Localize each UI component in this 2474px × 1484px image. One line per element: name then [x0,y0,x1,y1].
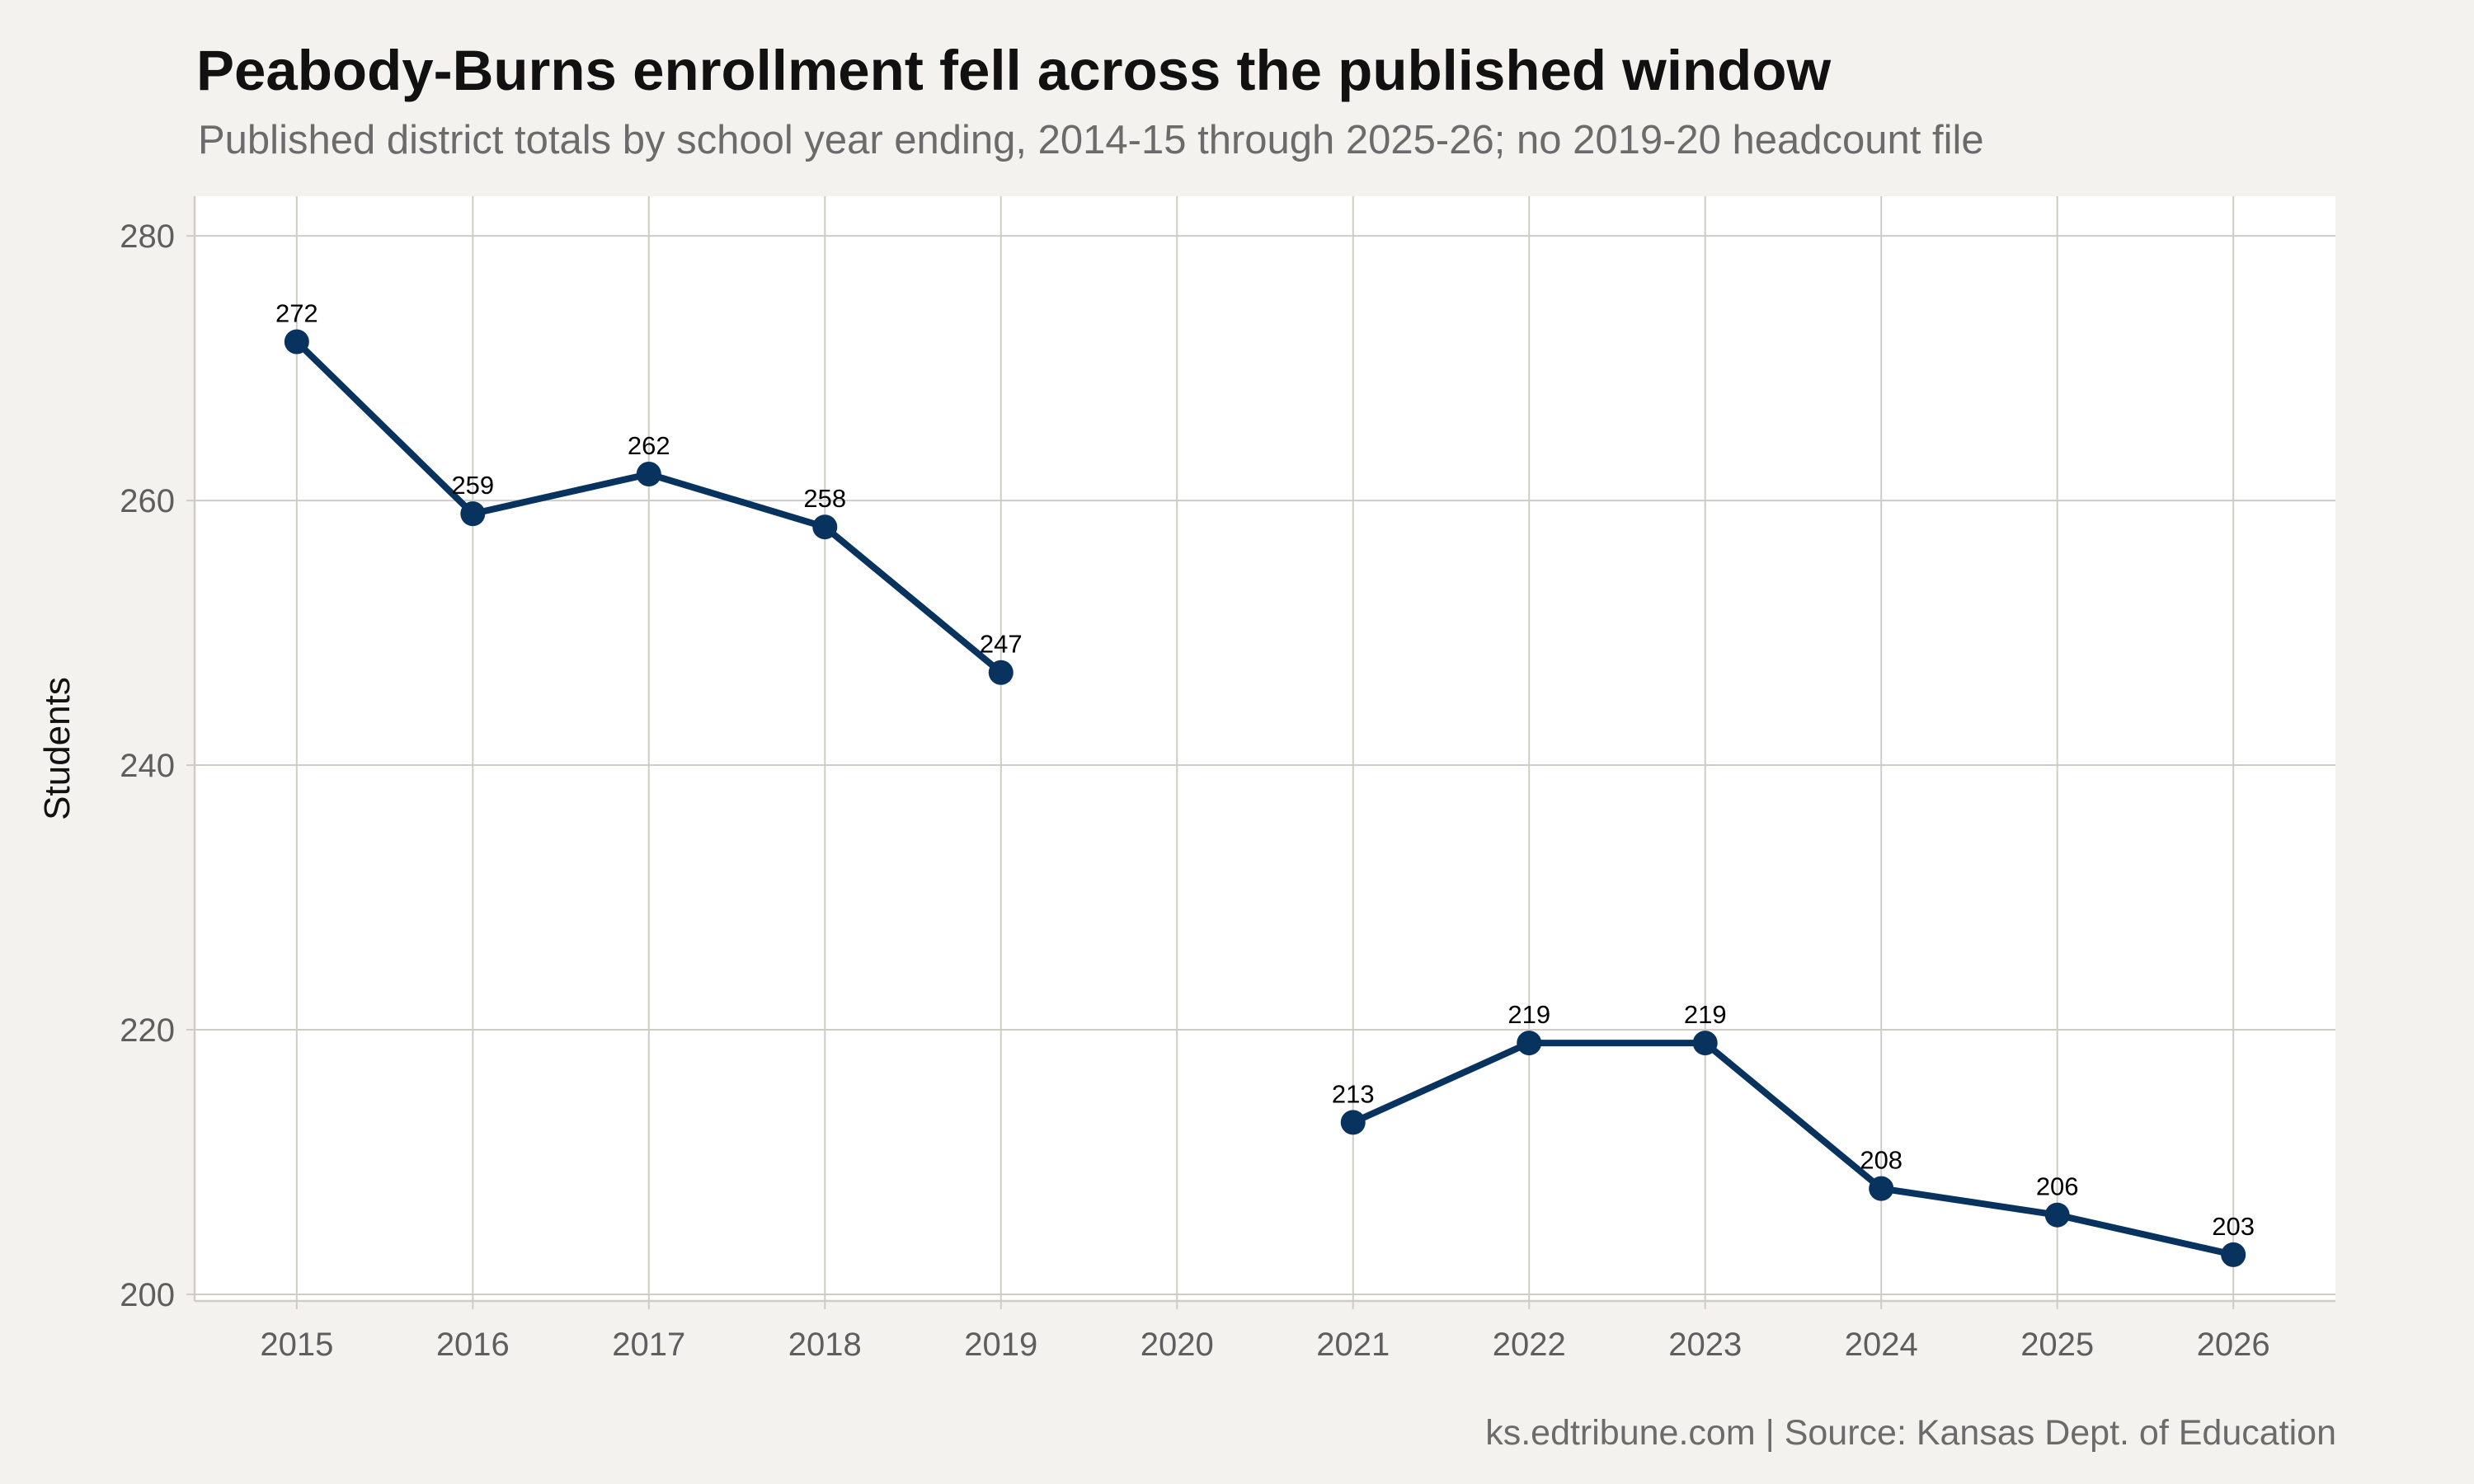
x-tick-label: 2024 [1845,1327,1918,1363]
y-axis-label: Students [37,677,78,820]
y-tick-label: 240 [120,748,175,784]
y-tick-label: 220 [120,1012,175,1049]
x-tick-label: 2019 [964,1327,1037,1363]
data-label: 219 [1684,1000,1727,1029]
data-label: 206 [2036,1172,2079,1201]
y-tick-labels: 200 220 240 260 280 [120,218,175,1313]
x-tick-label: 2021 [1316,1327,1390,1363]
data-point [812,514,838,540]
data-point [636,462,661,487]
data-point [284,329,309,355]
y-tick-label: 260 [120,483,175,519]
data-label: 247 [980,630,1023,659]
data-point [1692,1031,1718,1056]
data-label: 208 [1860,1146,1903,1175]
y-tick-label: 280 [120,218,175,255]
data-labels: 272 259 262 258 247 213 219 219 208 206 203 [275,299,2255,1241]
chart-subtitle: Published district totals by school year… [198,118,1984,162]
x-tick-label: 2017 [612,1327,685,1363]
y-gridlines [186,235,2335,1295]
data-point [460,501,486,527]
x-tick-labels: 2015 2016 2017 2018 2019 2020 2021 2022 2023 2024… [260,1327,2269,1363]
series-enrollment [284,329,2246,1267]
source-caption: ks.edtribune.com | Source: Kansas Dept. … [1485,1413,2336,1453]
chart-title: Peabody-Burns enrollment fell across the… [196,39,1832,102]
data-label: 219 [1507,1000,1550,1029]
data-point [1869,1176,1894,1201]
x-tick-label: 2023 [1668,1327,1742,1363]
data-point [988,660,1014,685]
data-label: 262 [628,431,670,460]
data-label: 203 [2212,1212,2255,1241]
series-line-segment [1349,1040,2237,1258]
data-label: 259 [451,471,494,500]
x-tick-label: 2018 [788,1327,862,1363]
data-label: 213 [1332,1079,1375,1108]
data-label: 258 [803,484,846,513]
axes [193,196,2335,1303]
data-point [2221,1242,2246,1267]
plot-panel [195,196,2335,1301]
data-point [2044,1202,2070,1228]
x-tick-label: 2022 [1493,1327,1566,1363]
data-point [1517,1031,1542,1056]
x-tick-label: 2025 [2020,1327,2094,1363]
data-label: 272 [275,299,318,328]
x-tick-label: 2020 [1141,1327,1214,1363]
x-tick-label: 2015 [260,1327,333,1363]
x-tick-label: 2016 [436,1327,510,1363]
y-tick-label: 200 [120,1277,175,1313]
data-point [1340,1110,1366,1135]
x-tick-label: 2026 [2197,1327,2270,1363]
